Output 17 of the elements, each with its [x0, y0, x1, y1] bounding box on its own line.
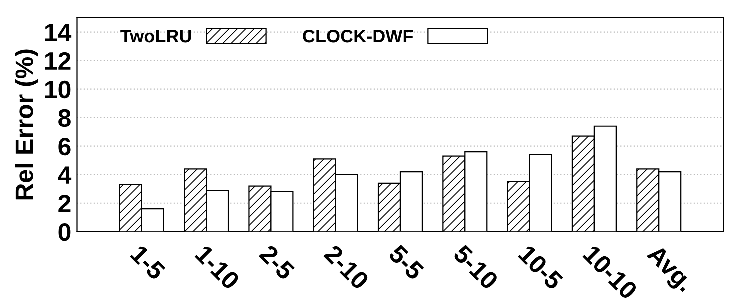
x-tick-label: 2-10 [323, 244, 370, 291]
x-tick-label: 10-5 [518, 244, 564, 291]
x-tick-label: 1-10 [194, 244, 241, 291]
x-tick-label: 2-5 [258, 244, 296, 282]
legend-label: TwoLRU [120, 30, 192, 43]
x-tick-label: 5-5 [388, 244, 425, 282]
y-tick-label: 6 [58, 138, 71, 156]
y-tick-label: 0 [58, 224, 71, 242]
legend-label: CLOCK-DWF [303, 30, 414, 43]
y-tick-label: 10 [45, 80, 71, 99]
y-tick-label: 2 [58, 194, 71, 212]
y-tick-label: 8 [58, 109, 71, 128]
y-axis-title: Rel Error (%) [15, 50, 38, 200]
y-tick-label: 14 [45, 24, 72, 42]
x-tick-label: 1-5 [130, 244, 166, 282]
y-tick-label: 4 [58, 166, 72, 184]
y-tick-label: 12 [45, 52, 71, 70]
